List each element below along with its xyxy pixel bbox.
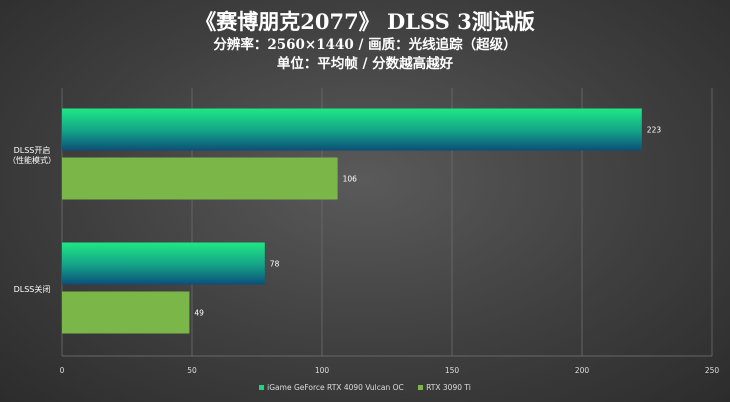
legend-label-rtx4090: iGame GeForce RTX 4090 Vulcan OC: [267, 383, 404, 392]
chart-subtitle-1: 分辨率：2560×1440 / 画质：光线追踪（超级）: [213, 37, 517, 53]
legend-swatch-rtx3090ti: [418, 385, 424, 390]
data-label-rtx4090-cat1: 78: [270, 260, 280, 269]
category-label-0-1: （性能模式）: [8, 155, 56, 165]
chart-subtitle-2: 单位：平均帧 / 分数越高越好: [276, 56, 454, 72]
chart-title: 《赛博朋克2077》 DLSS 3测试版: [195, 9, 535, 34]
labels: 0 50 100 150 200 250 223 106 DLSS开启（性能模式） 78 49 DLS…: [8, 126, 719, 376]
legend-label-rtx3090ti: RTX 3090 Ti: [426, 383, 471, 392]
bar-rtx3090ti-cat1: [62, 291, 190, 334]
legend-item-rtx4090: iGame GeForce RTX 4090 Vulcan OC: [259, 383, 404, 392]
legend: iGame GeForce RTX 4090 Vulcan OC RTX 309…: [0, 383, 730, 392]
x-tick-label-250: 250: [705, 366, 720, 375]
category-label-0-0: DLSS开启: [14, 145, 51, 155]
chart-titles: 《赛博朋克2077》 DLSS 3测试版 分辨率：2560×1440 / 画质：…: [0, 0, 730, 74]
data-label-rtx3090ti-cat0: 106: [343, 175, 358, 184]
x-tick-label-100: 100: [315, 366, 330, 375]
x-tick-label-0: 0: [60, 366, 65, 375]
data-label-rtx4090-cat0: 223: [647, 126, 662, 135]
bar-rtx4090-cat0: [62, 108, 642, 151]
legend-swatch-rtx4090: [259, 385, 265, 390]
x-tick-label-50: 50: [187, 366, 197, 375]
category-label-1-0: DLSS关闭: [14, 284, 51, 294]
x-tick-label-150: 150: [445, 366, 460, 375]
bar-rtx3090ti-cat0: [62, 157, 338, 200]
bar-rtx4090-cat1: [62, 242, 265, 285]
legend-item-rtx3090ti: RTX 3090 Ti: [418, 383, 471, 392]
data-label-rtx3090ti-cat1: 49: [194, 309, 204, 318]
bars: [62, 108, 642, 334]
x-tick-label-200: 200: [575, 366, 590, 375]
